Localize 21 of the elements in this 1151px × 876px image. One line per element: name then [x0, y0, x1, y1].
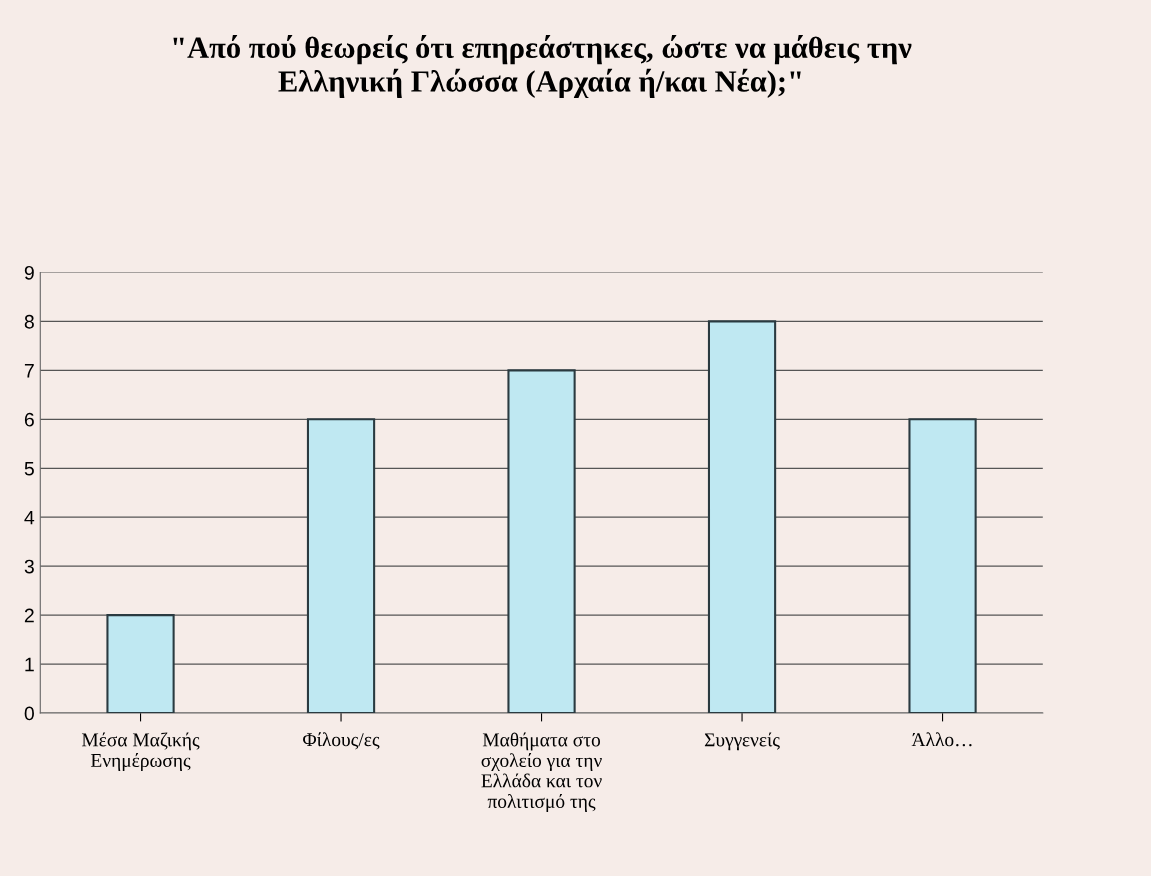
- chart-title: "Από πού θεωρείς ότι επηρεάστηκες, ώστε να μάθεις την Ελληνική Γλώσσα (Αρχαία ή/και Νέα);": [173, 35, 912, 99]
- y-tick-label: 0: [24, 706, 34, 721]
- bar: [908, 418, 977, 714]
- x-tick-label: Μέσα Μαζικής Ενημέρωσης: [81, 732, 200, 771]
- x-tick-label: Φίλους/ες: [303, 732, 380, 750]
- y-tick-label: 4: [24, 510, 35, 525]
- bar: [507, 369, 576, 714]
- bar: [106, 614, 175, 714]
- y-tick-label: 3: [24, 559, 34, 574]
- y-tick-label: 2: [24, 608, 34, 623]
- x-tick-label: Συγγενείς: [704, 732, 780, 751]
- y-tick-label: 8: [24, 314, 34, 329]
- x-tick-label: Άλλο…: [911, 732, 972, 747]
- y-tick-label: 1: [25, 657, 34, 672]
- bar: [707, 320, 777, 714]
- bar: [306, 418, 376, 714]
- y-tick-label: 6: [24, 412, 34, 427]
- y-tick-label: 5: [24, 461, 34, 476]
- x-tick-label: Μαθήματα στο σχολείο για την Ελλάδα και τον πολιτισμό της: [481, 732, 602, 812]
- y-tick-label: 9: [24, 265, 34, 280]
- y-tick-label: 7: [24, 364, 34, 378]
